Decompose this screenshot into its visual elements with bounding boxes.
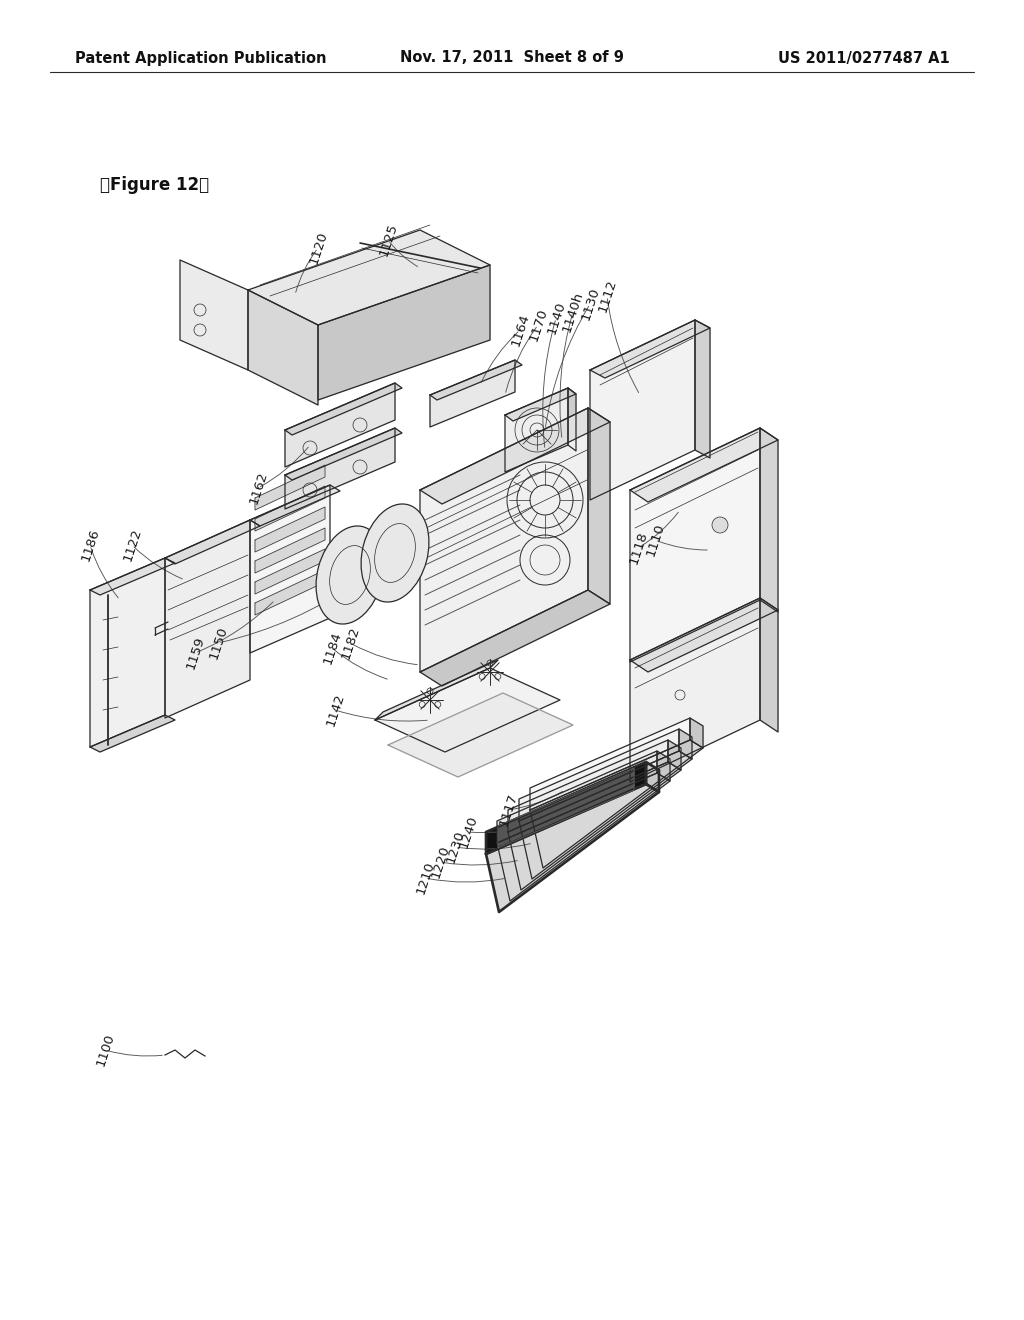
- Polygon shape: [420, 408, 588, 672]
- Text: 1112: 1112: [596, 277, 618, 314]
- Polygon shape: [375, 668, 560, 752]
- Polygon shape: [180, 260, 248, 370]
- Text: 1120: 1120: [306, 230, 330, 267]
- Circle shape: [712, 517, 728, 533]
- Ellipse shape: [316, 525, 384, 624]
- Text: 1142: 1142: [324, 692, 346, 729]
- Text: 1150: 1150: [207, 624, 229, 661]
- Polygon shape: [630, 428, 778, 502]
- Text: 1240: 1240: [457, 814, 479, 850]
- Polygon shape: [248, 230, 490, 325]
- Text: 1117: 1117: [497, 792, 519, 828]
- Polygon shape: [255, 486, 325, 531]
- Polygon shape: [255, 549, 325, 594]
- Ellipse shape: [361, 504, 429, 602]
- Text: 1140h: 1140h: [560, 290, 586, 334]
- Polygon shape: [630, 598, 760, 781]
- Text: 1184: 1184: [321, 630, 343, 667]
- Polygon shape: [497, 774, 670, 902]
- Polygon shape: [486, 762, 646, 854]
- Polygon shape: [695, 319, 710, 458]
- Text: 1210: 1210: [414, 859, 436, 896]
- Polygon shape: [519, 751, 692, 879]
- Polygon shape: [508, 762, 681, 890]
- Polygon shape: [486, 784, 659, 912]
- Polygon shape: [646, 762, 659, 792]
- Text: 1182: 1182: [339, 624, 361, 661]
- Text: 1140: 1140: [545, 300, 567, 337]
- Polygon shape: [430, 360, 515, 426]
- Text: 1162: 1162: [247, 470, 269, 506]
- Polygon shape: [505, 388, 568, 473]
- Text: 1164: 1164: [509, 312, 531, 348]
- Text: Patent Application Publication: Patent Application Publication: [75, 50, 327, 66]
- Text: US 2011/0277487 A1: US 2011/0277487 A1: [778, 50, 950, 66]
- Text: 1110: 1110: [644, 521, 667, 558]
- Polygon shape: [255, 465, 325, 510]
- Text: 1130: 1130: [579, 286, 601, 322]
- Polygon shape: [420, 590, 610, 686]
- Text: 1118: 1118: [627, 529, 649, 566]
- Polygon shape: [388, 693, 573, 777]
- Polygon shape: [250, 484, 340, 525]
- Text: Nov. 17, 2011  Sheet 8 of 9: Nov. 17, 2011 Sheet 8 of 9: [400, 50, 624, 66]
- Polygon shape: [285, 383, 395, 467]
- Polygon shape: [255, 570, 325, 615]
- Polygon shape: [420, 408, 610, 504]
- Polygon shape: [255, 507, 325, 552]
- Text: 1230: 1230: [443, 829, 466, 865]
- Polygon shape: [497, 751, 657, 843]
- Polygon shape: [285, 383, 402, 436]
- Polygon shape: [165, 520, 250, 718]
- Polygon shape: [90, 715, 175, 752]
- Polygon shape: [255, 528, 325, 573]
- Polygon shape: [90, 558, 175, 595]
- Polygon shape: [250, 484, 330, 653]
- Polygon shape: [760, 598, 778, 733]
- Polygon shape: [530, 741, 703, 869]
- Polygon shape: [590, 319, 710, 378]
- Text: 1122: 1122: [121, 527, 143, 564]
- Text: 1100: 1100: [93, 1032, 117, 1068]
- Text: 1170: 1170: [526, 306, 550, 343]
- Polygon shape: [630, 428, 760, 663]
- Polygon shape: [519, 729, 679, 821]
- Polygon shape: [318, 265, 490, 400]
- Polygon shape: [508, 741, 668, 832]
- Text: 1125: 1125: [377, 222, 399, 259]
- Polygon shape: [690, 718, 703, 748]
- Polygon shape: [588, 408, 610, 605]
- Text: 「Figure 12」: 「Figure 12」: [100, 176, 209, 194]
- Polygon shape: [679, 729, 692, 759]
- Text: 1186: 1186: [79, 527, 101, 564]
- Polygon shape: [165, 520, 260, 564]
- Polygon shape: [375, 660, 498, 719]
- Polygon shape: [668, 741, 681, 770]
- Polygon shape: [568, 388, 575, 451]
- Text: 1220: 1220: [429, 843, 452, 880]
- Polygon shape: [505, 388, 575, 421]
- Polygon shape: [248, 290, 318, 405]
- Polygon shape: [657, 751, 670, 781]
- Polygon shape: [430, 360, 522, 400]
- Polygon shape: [90, 558, 165, 747]
- Polygon shape: [530, 718, 690, 810]
- Polygon shape: [590, 319, 695, 500]
- Polygon shape: [630, 598, 778, 672]
- Polygon shape: [285, 428, 402, 480]
- Polygon shape: [760, 428, 778, 612]
- Polygon shape: [498, 768, 634, 847]
- Polygon shape: [285, 428, 395, 510]
- Text: 1159: 1159: [183, 635, 207, 671]
